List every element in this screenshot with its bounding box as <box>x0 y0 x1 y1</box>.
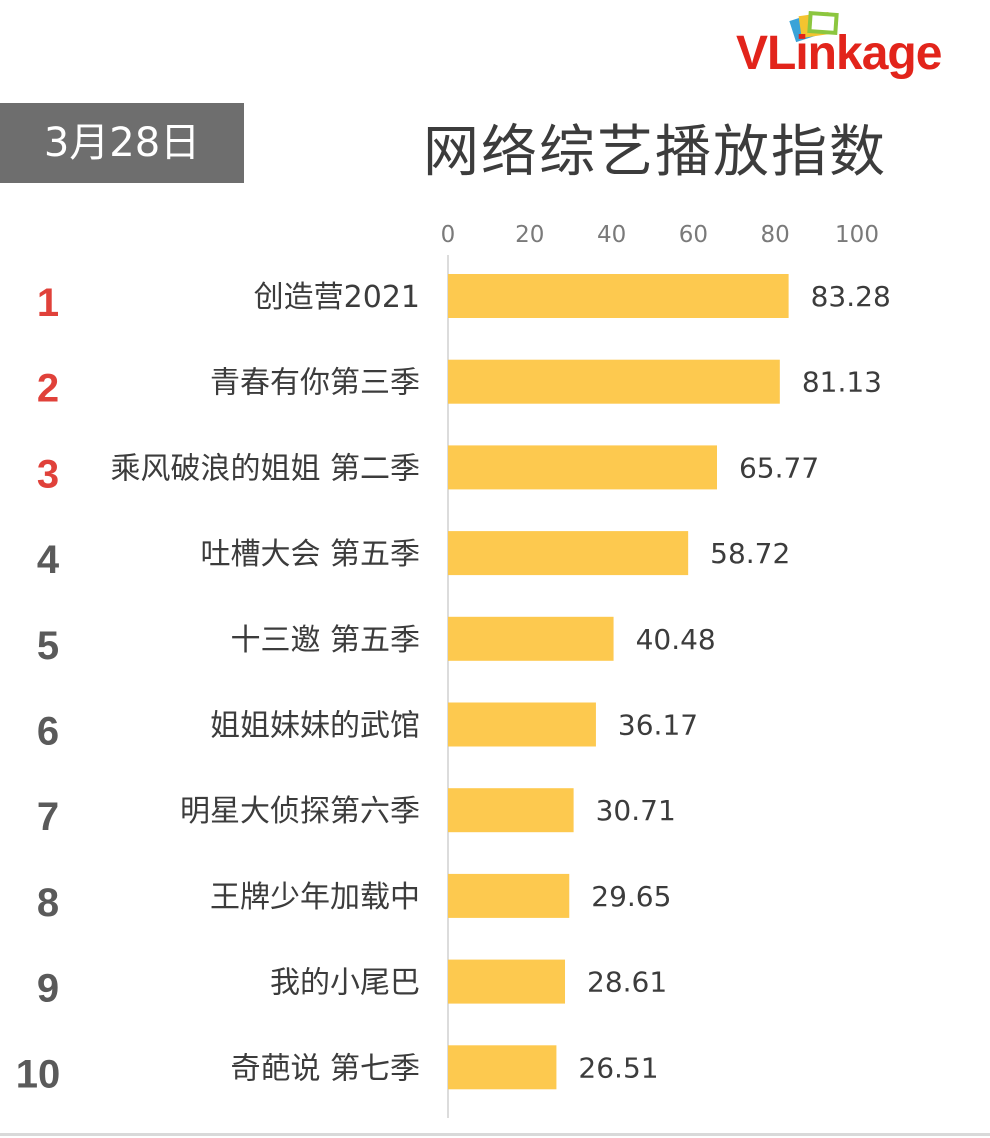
x-tick-labels: 0 20 40 60 80 100 <box>441 222 879 248</box>
category-label: 乘风破浪的姐姐 第二季 <box>110 451 420 486</box>
rank-number: 3 <box>37 452 59 496</box>
value-label: 29.65 <box>591 880 671 913</box>
x-tick-label: 40 <box>597 222 626 248</box>
category-label: 王牌少年加载中 <box>210 880 420 915</box>
bottom-divider <box>0 1133 990 1136</box>
bar <box>448 445 717 490</box>
bar-rows: 1 创造营2021 83.282 青春有你第三季 81.133 乘风破浪的姐姐 第二季 65… <box>16 274 891 1096</box>
x-tick-label: 60 <box>679 222 708 248</box>
category-label: 奇葩说 第七季 <box>230 1051 420 1086</box>
bar <box>448 531 689 576</box>
value-label: 83.28 <box>811 280 891 313</box>
chart-title: 网络综艺播放指数 <box>423 120 887 185</box>
category-label: 我的小尾巴 <box>270 966 420 1001</box>
bar <box>448 702 596 747</box>
rank-number: 9 <box>37 967 59 1011</box>
rank-number: 8 <box>37 881 59 925</box>
value-label: 65.77 <box>739 451 819 484</box>
bar <box>448 873 570 918</box>
value-label: 81.13 <box>802 366 882 399</box>
value-label: 40.48 <box>636 623 716 656</box>
value-label: 28.61 <box>587 966 667 999</box>
rank-number: 10 <box>16 1052 61 1096</box>
logo-text: VLinkage <box>736 27 942 80</box>
bar <box>448 788 574 833</box>
x-tick-label: 100 <box>835 222 879 248</box>
rank-number: 6 <box>37 710 59 754</box>
category-label: 创造营2021 <box>254 280 420 315</box>
bar <box>448 616 614 661</box>
date-badge: 3月28日 <box>0 103 244 183</box>
rank-number: 5 <box>37 624 59 668</box>
value-label: 36.17 <box>618 709 698 742</box>
logo-cards-icon <box>789 10 839 43</box>
bar <box>448 359 780 404</box>
category-label: 明星大侦探第六季 <box>180 794 420 829</box>
value-label: 58.72 <box>710 537 790 570</box>
value-label: 30.71 <box>596 794 676 827</box>
category-label: 姐姐妹妹的武馆 <box>210 709 420 744</box>
rank-number: 7 <box>37 795 59 839</box>
bar <box>448 1045 557 1090</box>
category-label: 吐槽大会 第五季 <box>200 537 420 572</box>
bar <box>448 959 566 1004</box>
category-label: 青春有你第三季 <box>210 366 420 401</box>
rank-number: 1 <box>37 281 59 325</box>
bar <box>448 274 789 318</box>
rank-number: 4 <box>37 538 60 582</box>
rank-number: 2 <box>37 367 59 411</box>
x-tick-label: 0 <box>441 222 456 248</box>
category-label: 十三邀 第五季 <box>230 623 420 658</box>
value-label: 26.51 <box>578 1051 658 1084</box>
x-tick-label: 20 <box>515 222 544 248</box>
vlinkage-logo: VLinkage <box>736 4 968 88</box>
x-tick-label: 80 <box>761 222 790 248</box>
